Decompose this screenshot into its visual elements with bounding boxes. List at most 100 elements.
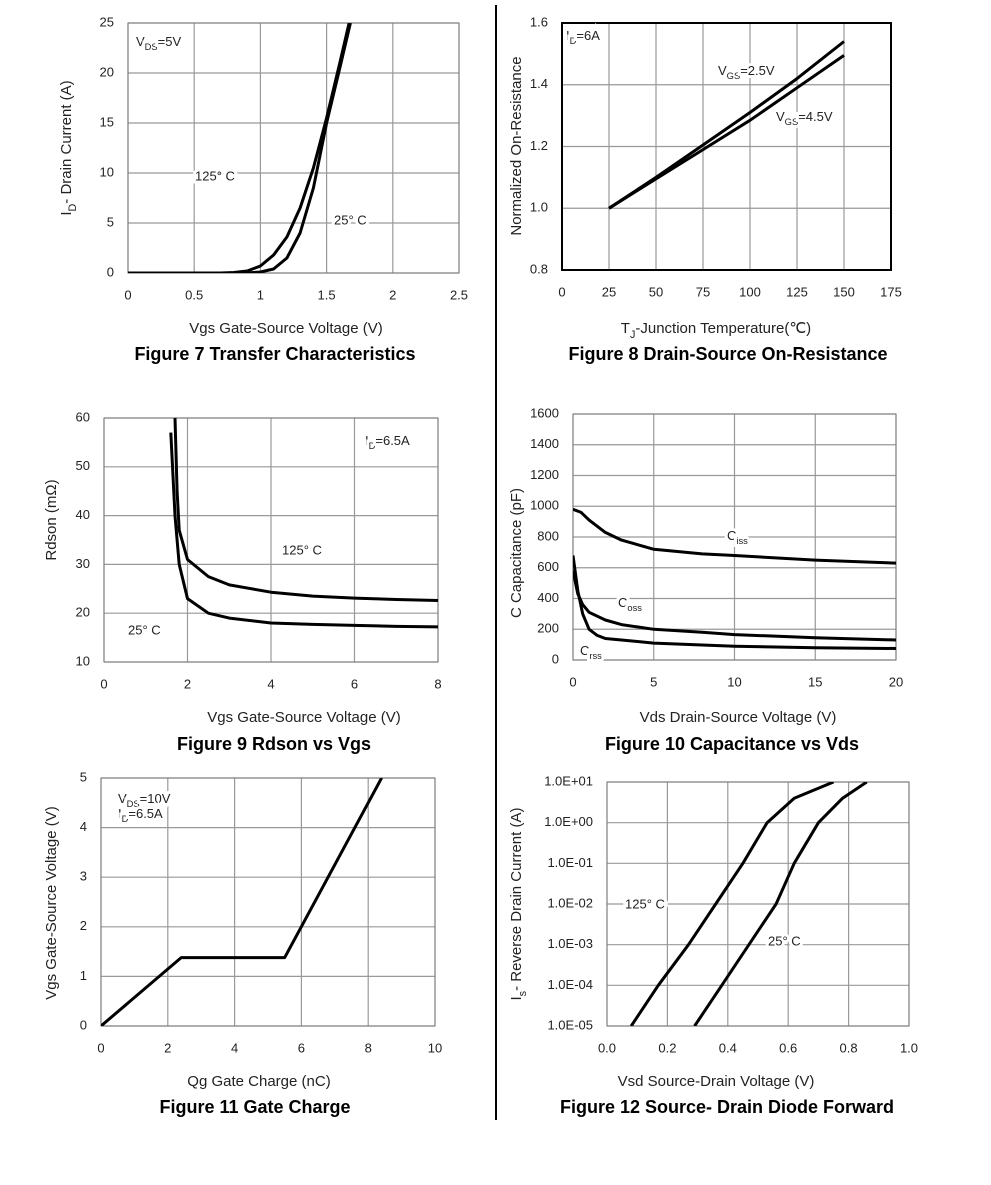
text-part: =10V	[140, 791, 171, 806]
text-part: =6.5A	[375, 433, 410, 448]
x-tick-label: 0.4	[719, 1040, 737, 1055]
y-axis-label: Rdson (mΩ)	[43, 479, 60, 560]
subscript: oss	[627, 603, 642, 613]
x-tick-label: 0.0	[598, 1040, 616, 1055]
y-axis-label: Is- Reverse Drain Current (A)	[508, 808, 529, 1001]
annotation: VDS=10V	[118, 791, 171, 809]
y-tick-label: 30	[76, 556, 90, 571]
text-part: V	[118, 791, 127, 806]
y-tick-label: 10	[100, 164, 114, 179]
y-tick-label: 0	[552, 651, 559, 666]
text-part: V	[136, 34, 145, 49]
series-label: VGS=2.5V	[718, 63, 775, 81]
series-label: 125° C	[195, 168, 235, 183]
y-tick-label: 600	[537, 559, 559, 574]
text-part: =5V	[158, 34, 182, 49]
x-tick-label: 2	[184, 676, 191, 691]
subscript: DS	[145, 42, 158, 52]
y-tick-label: 60	[76, 409, 90, 424]
x-tick-label: 1	[257, 287, 264, 302]
plot-frame	[606, 781, 910, 1027]
y-tick-label: 1.0E+00	[544, 814, 593, 829]
y-axis-label: ID- Drain Current (A)	[58, 80, 79, 215]
figure-caption: Figure 12 Source- Drain Diode Forward	[560, 1097, 894, 1117]
x-tick-label: 0	[100, 676, 107, 691]
x-tick-label: 75	[696, 284, 710, 299]
x-tick-label: 4	[267, 676, 274, 691]
y-axis-label: Normalized On-Resistance	[508, 56, 525, 235]
x-tick-label: 0	[558, 284, 565, 299]
subscript: iss	[736, 536, 748, 546]
x-tick-label: 0	[569, 674, 576, 689]
y-axis-label: Vgs Gate-Source Voltage (V)	[43, 806, 60, 999]
x-tick-label: 10	[727, 674, 741, 689]
figure-caption: Figure 9 Rdson vs Vgs	[177, 734, 371, 754]
y-tick-label: 50	[76, 458, 90, 473]
y-tick-label: 3	[80, 869, 87, 884]
x-axis-label: Vsd Source-Drain Voltage (V)	[618, 1073, 815, 1090]
x-tick-label: 150	[833, 284, 855, 299]
subscript: s	[517, 990, 529, 996]
y-tick-label: 4	[80, 819, 87, 834]
text-part: -Junction Temperature(℃)	[635, 320, 811, 337]
text-part: V	[776, 109, 785, 124]
text-part: =6.5A	[128, 806, 163, 821]
x-tick-label: 4	[231, 1040, 238, 1055]
series-label: 125° C	[625, 896, 665, 911]
y-tick-label: 1.0E-03	[547, 936, 593, 951]
text-part: I	[508, 996, 525, 1000]
x-tick-label: 0.8	[840, 1040, 858, 1055]
series-label: Ciss	[727, 528, 748, 546]
plot-frame	[561, 22, 892, 271]
plot-frame	[127, 22, 460, 274]
y-tick-label: 1000	[530, 498, 559, 513]
annotation: ID=6A	[566, 28, 600, 46]
plot-frame	[103, 417, 439, 663]
y-tick-label: 1.0E-05	[547, 1017, 593, 1032]
x-tick-label: 15	[808, 674, 822, 689]
subscript: GS	[727, 71, 741, 81]
series-label: VGS=4.5V	[776, 109, 833, 127]
y-tick-label: 1	[80, 968, 87, 983]
y-tick-label: 0	[80, 1017, 87, 1032]
figure-caption: Figure 10 Capacitance vs Vds	[605, 734, 859, 754]
y-tick-label: 1.4	[530, 76, 548, 91]
x-tick-label: 50	[649, 284, 663, 299]
series-line	[101, 778, 383, 1026]
series-label: 25° C	[334, 212, 367, 227]
x-tick-label: 125	[786, 284, 808, 299]
y-tick-label: 2	[80, 918, 87, 933]
series-label: 25° C	[768, 933, 801, 948]
x-tick-label: 8	[365, 1040, 372, 1055]
figure-caption: Figure 11 Gate Charge	[159, 1097, 350, 1117]
y-tick-label: 1.2	[530, 138, 548, 153]
y-axis-label: C Capacitance (pF)	[508, 488, 525, 618]
x-tick-label: 8	[434, 676, 441, 691]
x-tick-label: 5	[650, 674, 657, 689]
x-axis-label: Qg Gate Charge (nC)	[187, 1073, 330, 1090]
y-tick-label: 1.0E-04	[547, 977, 593, 992]
text-part: =6A	[576, 28, 600, 43]
y-tick-label: 0.8	[530, 261, 548, 276]
y-tick-label: 1.0E-02	[547, 895, 593, 910]
y-tick-label: 20	[100, 64, 114, 79]
subscript: DS	[127, 799, 140, 809]
series-label: Crss	[580, 643, 602, 661]
plot-frame	[572, 413, 897, 661]
text-part: V	[718, 63, 727, 78]
series-line	[573, 555, 896, 650]
x-tick-label: 25	[602, 284, 616, 299]
figure-caption: Figure 8 Drain-Source On-Resistance	[568, 344, 887, 364]
series-line	[169, 432, 438, 629]
series-label: 125° C	[282, 542, 322, 557]
x-axis-label: Vgs Gate-Source Voltage (V)	[207, 709, 400, 726]
text-part: =4.5V	[798, 109, 833, 124]
x-axis-label: TJ-Junction Temperature(℃)	[621, 320, 811, 341]
y-tick-label: 5	[107, 214, 114, 229]
annotation: ID=6.5A	[365, 433, 410, 451]
text-part: C	[618, 595, 627, 610]
annotation: ID=6.5A	[118, 806, 163, 824]
y-tick-label: 1.0	[530, 200, 548, 215]
annotation: VDS=5V	[136, 34, 181, 52]
